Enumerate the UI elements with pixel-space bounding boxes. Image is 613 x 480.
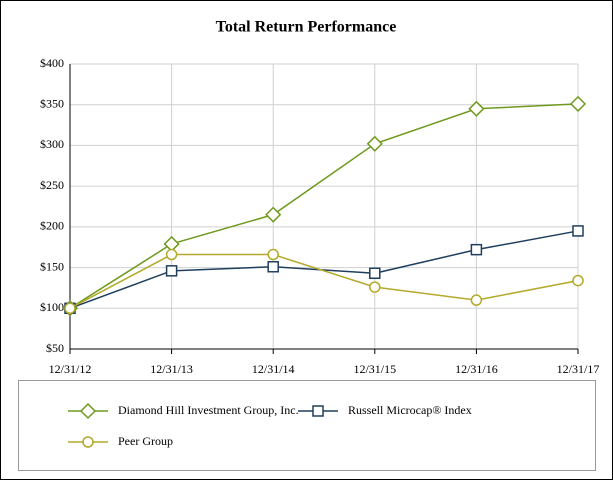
y-tick-label: $400 xyxy=(40,56,64,70)
legend-marker xyxy=(79,402,97,420)
y-tick-label: $50 xyxy=(46,341,64,355)
legend-box xyxy=(18,380,596,471)
legend-label: Russell Microcap® Index xyxy=(348,403,472,417)
chart-title: Total Return Performance xyxy=(216,19,397,36)
data-point xyxy=(165,248,178,261)
y-tick-label: $150 xyxy=(40,259,64,273)
legend-marker xyxy=(82,436,94,448)
y-tick-label: $100 xyxy=(40,300,64,314)
series-line xyxy=(69,230,579,309)
x-tick-label: 12/31/17 xyxy=(557,362,600,376)
series-line xyxy=(69,253,579,309)
x-tick-label: 12/31/15 xyxy=(353,362,396,376)
data-point xyxy=(572,225,584,237)
y-tick-label: $200 xyxy=(40,219,64,233)
data-point xyxy=(569,95,587,112)
data-point xyxy=(267,261,279,273)
y-tick-label: $250 xyxy=(40,178,64,192)
data-point xyxy=(369,281,381,293)
data-point xyxy=(572,274,584,287)
series-line xyxy=(69,103,579,309)
x-tick-label: 12/31/14 xyxy=(252,362,295,376)
data-point xyxy=(468,100,485,117)
legend-label: Peer Group xyxy=(118,434,173,448)
y-tick-label: $300 xyxy=(40,137,64,151)
data-point xyxy=(470,243,483,256)
data-point xyxy=(265,206,282,223)
data-point xyxy=(366,135,383,152)
x-tick-label: 12/31/12 xyxy=(49,362,92,376)
legend-label: Diamond Hill Investment Group, Inc. xyxy=(118,403,299,417)
legend-marker xyxy=(312,405,324,417)
data-point xyxy=(369,267,381,280)
data-point xyxy=(165,265,178,277)
data-point xyxy=(64,302,76,315)
data-point xyxy=(267,248,279,261)
data-point xyxy=(470,294,483,306)
x-tick-label: 12/31/13 xyxy=(150,362,193,376)
y-tick-label: $350 xyxy=(40,96,64,110)
x-tick-label: 12/31/16 xyxy=(455,362,498,376)
